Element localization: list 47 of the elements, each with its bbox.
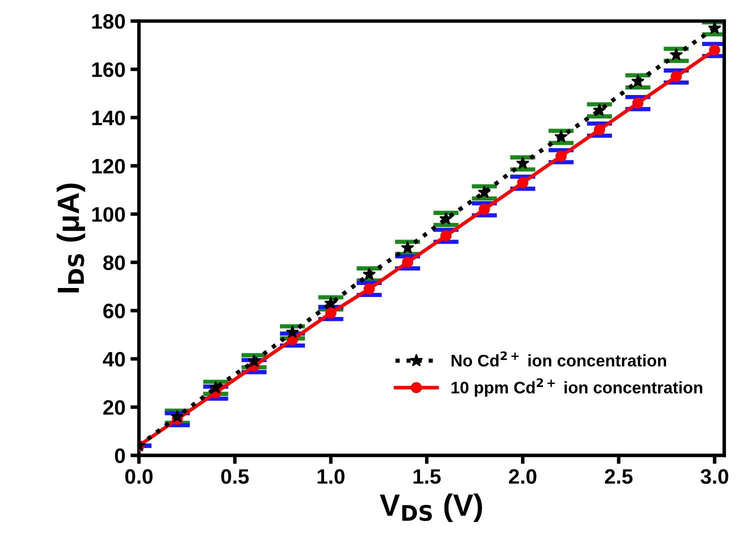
y-tick-label: 160 [92,62,125,78]
point [247,354,261,368]
point [324,296,338,310]
point [170,410,184,423]
point [286,325,300,338]
x-tick-label: 2.0 [508,469,536,484]
point [631,74,645,88]
point [362,267,376,280]
x-axis-title: V$_{DS}$ (V) [380,494,482,522]
y-tick-label: 80 [103,255,125,270]
point [400,240,414,254]
y-tick-label: 120 [92,158,125,174]
point [592,103,606,116]
legend-label: No Cd$^{2+}$ ion concentration [452,351,666,367]
x-tick-label: 0.5 [221,469,249,484]
y-tick-label: 100 [92,207,125,222]
point [516,156,530,170]
y-tick-label: 40 [102,352,125,367]
y-tick-label: 0 [114,448,125,464]
point [209,380,222,394]
y-tick-label: 20 [103,400,125,415]
point [594,124,606,136]
x-tick-label: 0.0 [125,469,153,484]
x-tick-label: 1.5 [414,469,441,484]
point [708,21,722,34]
y-tick-label: 180 [92,14,125,29]
point [402,256,414,268]
y-axis-title: I$_{DS}$ (μA) [56,184,86,292]
point [554,130,568,143]
point [440,230,452,242]
point [478,204,490,215]
point [670,70,682,82]
x-tick-label: 3.0 [700,469,728,484]
point [478,185,491,198]
point [517,177,528,188]
point [670,48,683,61]
point [632,98,644,109]
point [439,212,453,225]
y-tick-label: 60 [103,304,125,318]
point [556,150,567,162]
point [325,307,336,319]
legend-label: 10 ppm Cd$^{2+}$ ion concentration [452,378,702,397]
x-tick-label: 1.0 [318,469,344,484]
y-tick-label: 140 [92,110,125,126]
x-tick-label: 2.5 [604,469,633,484]
point [709,44,720,56]
point [364,283,375,294]
